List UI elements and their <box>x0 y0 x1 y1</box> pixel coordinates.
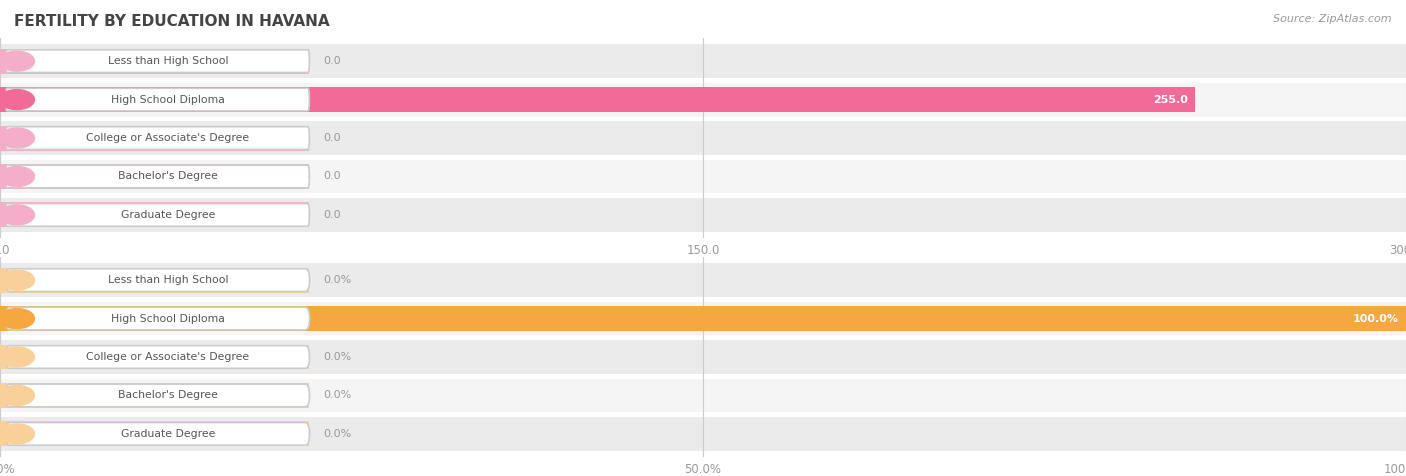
Ellipse shape <box>0 205 35 225</box>
Bar <box>0 268 309 293</box>
Text: 0.0%: 0.0% <box>323 429 352 439</box>
Bar <box>0 126 309 150</box>
Ellipse shape <box>0 386 35 406</box>
Text: High School Diploma: High School Diploma <box>111 95 225 105</box>
Bar <box>0 263 1406 297</box>
Ellipse shape <box>0 347 35 367</box>
Text: 100.0%: 100.0% <box>1353 314 1399 324</box>
Bar <box>0 383 309 408</box>
Ellipse shape <box>0 270 35 290</box>
Bar <box>0 302 1406 336</box>
Bar <box>0 83 1406 117</box>
Text: Graduate Degree: Graduate Degree <box>121 429 215 439</box>
Bar <box>0 164 309 189</box>
Text: Graduate Degree: Graduate Degree <box>121 210 215 220</box>
Text: Bachelor's Degree: Bachelor's Degree <box>118 171 218 181</box>
Text: College or Associate's Degree: College or Associate's Degree <box>86 133 250 143</box>
FancyBboxPatch shape <box>6 307 309 330</box>
FancyBboxPatch shape <box>6 423 309 445</box>
Ellipse shape <box>0 424 35 444</box>
Text: 0.0: 0.0 <box>323 56 342 66</box>
Bar <box>0 378 1406 412</box>
Bar <box>0 421 309 446</box>
Bar <box>0 340 1406 374</box>
FancyBboxPatch shape <box>6 165 309 188</box>
FancyBboxPatch shape <box>6 384 309 407</box>
Ellipse shape <box>0 128 35 148</box>
FancyBboxPatch shape <box>6 50 309 72</box>
Text: 0.0: 0.0 <box>323 210 342 220</box>
Text: High School Diploma: High School Diploma <box>111 314 225 324</box>
Text: 0.0%: 0.0% <box>323 352 352 362</box>
FancyBboxPatch shape <box>6 88 309 111</box>
Bar <box>0 306 1406 331</box>
Text: FERTILITY BY EDUCATION IN HAVANA: FERTILITY BY EDUCATION IN HAVANA <box>14 14 329 30</box>
Text: Source: ZipAtlas.com: Source: ZipAtlas.com <box>1274 14 1392 24</box>
Ellipse shape <box>0 51 35 71</box>
FancyBboxPatch shape <box>6 204 309 226</box>
Bar <box>0 159 1406 193</box>
Bar <box>0 121 1406 155</box>
Bar <box>0 345 309 369</box>
Text: 0.0: 0.0 <box>323 171 342 181</box>
Text: Less than High School: Less than High School <box>108 275 228 285</box>
Bar <box>0 44 1406 78</box>
FancyBboxPatch shape <box>6 269 309 291</box>
Ellipse shape <box>0 308 35 328</box>
Ellipse shape <box>0 89 35 109</box>
Bar <box>0 417 1406 451</box>
Text: Bachelor's Degree: Bachelor's Degree <box>118 390 218 400</box>
Bar <box>0 198 1406 232</box>
FancyBboxPatch shape <box>6 127 309 149</box>
Bar <box>0 87 1195 112</box>
FancyBboxPatch shape <box>6 346 309 368</box>
Bar <box>0 49 309 74</box>
Text: Less than High School: Less than High School <box>108 56 228 66</box>
Text: College or Associate's Degree: College or Associate's Degree <box>86 352 250 362</box>
Text: 255.0: 255.0 <box>1153 95 1188 105</box>
Bar <box>0 202 309 228</box>
Ellipse shape <box>0 167 35 187</box>
Text: 0.0: 0.0 <box>323 133 342 143</box>
Text: 0.0%: 0.0% <box>323 275 352 285</box>
Text: 0.0%: 0.0% <box>323 390 352 400</box>
